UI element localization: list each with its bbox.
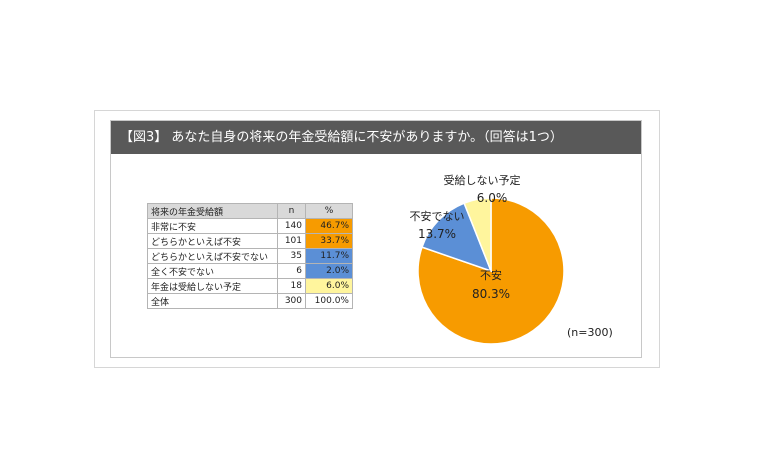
pie-chart: 不安 80.3% 不安でない 13.7% 受給しない予定 6.0% (410, 173, 565, 345)
slice-label: 受給しない予定 (444, 173, 521, 187)
table-total-row: 全体 300 100.0% (147, 293, 353, 309)
header-label: 将来の年金受給額 (147, 203, 278, 219)
pie-slice (421, 202, 493, 273)
slice-value-label: 80.3% (472, 287, 510, 301)
slice-value-label: 13.7% (418, 227, 456, 241)
total-pct: 100.0% (305, 293, 353, 309)
figure-panel: 【図3】 あなた自身の将来の年金受給額に不安がありますか。（回答は1つ） 将来の… (110, 120, 642, 358)
table-row: どちらかといえば不安でない 35 11.7% (147, 248, 353, 264)
figure-frame: 【図3】 あなた自身の将来の年金受給額に不安がありますか。（回答は1つ） 将来の… (94, 110, 660, 368)
header-n: n (277, 203, 306, 219)
pie-slice (463, 197, 492, 272)
figure-title: 【図3】 あなた自身の将来の年金受給額に不安がありますか。（回答は1つ） (111, 121, 641, 154)
row-pct: 6.0% (305, 278, 353, 294)
table-row: 全く不安でない 6 2.0% (147, 263, 353, 279)
sample-size-note: (n=300) (567, 326, 613, 339)
table-row: 年金は受給しない予定 18 6.0% (147, 278, 353, 294)
slice-label: 不安 (480, 268, 502, 282)
slice-label: 不安でない (410, 209, 465, 223)
table-row: どちらかといえば不安 101 33.7% (147, 233, 353, 249)
row-pct: 33.7% (305, 233, 353, 249)
slice-value-label: 6.0% (477, 191, 508, 205)
table-header-row: 将来の年金受給額 n % (147, 203, 353, 219)
header-pct: % (305, 203, 353, 219)
total-label: 全体 (147, 293, 278, 309)
summary-table: 将来の年金受給額 n % 非常に不安 140 46.7% どちらかといえば不安 … (147, 203, 353, 309)
